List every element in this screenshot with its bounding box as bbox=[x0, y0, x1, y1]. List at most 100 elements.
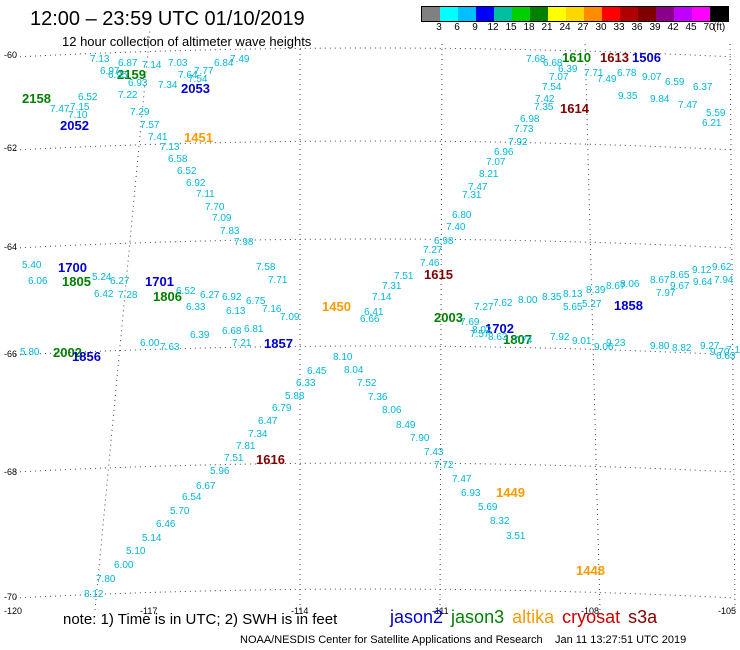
generated-timestamp: Jan 11 13:27:51 UTC 2019 bbox=[555, 634, 687, 646]
latitude-line bbox=[14, 588, 736, 599]
wave-height-value: 7.31 bbox=[382, 281, 402, 292]
scale-swatch bbox=[674, 7, 692, 21]
wave-height-value: 6.39 bbox=[190, 330, 210, 341]
track-time-label: 1857 bbox=[264, 336, 293, 351]
wave-height-value: 3.51 bbox=[506, 531, 526, 542]
wave-height-value: 7.03 bbox=[168, 58, 188, 69]
longitude-line bbox=[439, 39, 443, 611]
lon-label: -108 bbox=[581, 606, 599, 616]
lat-label: -66 bbox=[4, 349, 17, 359]
track-time-label: 1806 bbox=[153, 289, 182, 304]
wave-height-value: 7.71 bbox=[268, 275, 288, 286]
scale-label: 45 bbox=[685, 22, 697, 33]
wave-height-value: 6.00 bbox=[140, 338, 160, 349]
wave-height-value: 7.41 bbox=[148, 132, 168, 143]
wave-height-value: 7.07 bbox=[549, 72, 569, 83]
scale-swatch bbox=[692, 7, 710, 21]
wave-height-value: 7.31 bbox=[462, 190, 482, 201]
lon-label: -114 bbox=[291, 606, 308, 616]
track-time-label: 1805 bbox=[62, 274, 91, 289]
wave-height-value: 5.10 bbox=[126, 546, 146, 557]
wave-height-value: 7.47 bbox=[452, 474, 472, 485]
wave-height-value: 8.65 bbox=[670, 270, 690, 281]
wave-height-value: 7.09 bbox=[212, 213, 232, 224]
legend-jason3: jason3 bbox=[451, 607, 505, 627]
longitude-line bbox=[94, 29, 151, 611]
wave-height-value: 7.21 bbox=[232, 338, 252, 349]
scale-swatch bbox=[710, 7, 728, 21]
wave-height-value: 7.28 bbox=[118, 290, 138, 301]
wave-height-value: 7.57 bbox=[470, 329, 490, 340]
wave-height-value: 7.15 bbox=[70, 102, 90, 113]
scale-label: 30 bbox=[595, 22, 607, 33]
wave-height-value: 7.14 bbox=[142, 60, 162, 71]
scale-swatch bbox=[440, 7, 458, 21]
scale-label: 21 bbox=[541, 22, 553, 33]
lon-label: -111 bbox=[432, 606, 449, 616]
wave-height-value: 6.96 bbox=[494, 147, 514, 158]
wave-height-value: 7.27 bbox=[474, 302, 494, 313]
wave-height-value: 6.33 bbox=[296, 378, 316, 389]
scale-swatch bbox=[458, 7, 476, 21]
wave-height-value: 5.88 bbox=[285, 391, 305, 402]
scale-unit: (ft) bbox=[713, 22, 726, 33]
wave-height-value: 7.13 bbox=[160, 142, 180, 153]
track-time-label: 1856 bbox=[72, 349, 101, 364]
legend-s3a: s3a bbox=[628, 607, 658, 627]
wave-height-value: 6.52 bbox=[177, 166, 197, 177]
wave-height-value: 5.40 bbox=[22, 260, 42, 271]
wave-height-value: 9.27 bbox=[700, 341, 720, 352]
scale-swatch bbox=[512, 7, 530, 21]
wave-height-value: 7.13 bbox=[90, 54, 110, 65]
wave-height-value: 5.70 bbox=[170, 506, 190, 517]
track-time-label: 2052 bbox=[60, 118, 89, 133]
wave-height-value: 7.47 bbox=[678, 100, 698, 111]
wave-height-value: 9.12 bbox=[692, 265, 712, 276]
wave-height-value: 7.29 bbox=[130, 107, 150, 118]
wave-height-value: 5.14 bbox=[142, 533, 162, 544]
footer-note: note: 1) Time is in UTC; 2) SWH is in fe… bbox=[63, 611, 338, 628]
track-time-label: 1448 bbox=[576, 563, 605, 578]
wave-height-value: 9.01 bbox=[572, 336, 592, 347]
wave-height-value: 9.62 bbox=[712, 262, 732, 273]
wave-height-value: 7.58 bbox=[256, 262, 276, 273]
wave-height-value: 6.93 bbox=[128, 78, 148, 89]
track-time-label: 2002 bbox=[53, 345, 82, 360]
wave-height-value: 7.77 bbox=[194, 66, 214, 77]
wave-height-value: 6.33 bbox=[186, 302, 206, 313]
wave-height-value: 8.39 bbox=[586, 285, 606, 296]
wave-height-value: 8.49 bbox=[396, 420, 416, 431]
wave-height-value: 9.23 bbox=[606, 338, 626, 349]
wave-height-value: 7.97 bbox=[656, 288, 676, 299]
wave-height-value: 6.52 bbox=[78, 92, 98, 103]
wave-height-value: 7.10 bbox=[68, 110, 88, 121]
scale-swatch bbox=[584, 7, 602, 21]
wave-height-value: 6.67 bbox=[196, 481, 216, 492]
track-time-label: 1450 bbox=[322, 299, 351, 314]
wave-height-scale bbox=[421, 6, 729, 22]
wave-height-value: 9.80 bbox=[650, 341, 670, 352]
scale-swatch bbox=[476, 7, 494, 21]
wave-height-value: 8.35 bbox=[542, 292, 562, 303]
scale-swatch bbox=[548, 7, 566, 21]
wave-height-value: 6.78 bbox=[617, 68, 637, 79]
wave-height-value: 9.35 bbox=[618, 91, 638, 102]
wave-height-value: 7.34 bbox=[248, 429, 268, 440]
wave-height-value: 5.80 bbox=[20, 347, 40, 358]
wave-height-value: 6.98 bbox=[520, 114, 540, 125]
wave-height-value: 7.43 bbox=[424, 447, 444, 458]
track-time-label: 1807 bbox=[503, 332, 532, 347]
wave-height-value: 7.72 bbox=[434, 460, 454, 471]
wave-height-value: 6.06 bbox=[28, 276, 48, 287]
scale-swatch bbox=[620, 7, 638, 21]
wave-height-value: 5.65 bbox=[563, 302, 583, 313]
wave-height-value: 7.27 bbox=[423, 245, 443, 256]
wave-height-value: 7.54 bbox=[542, 82, 562, 93]
wave-height-value: 7.83 bbox=[220, 226, 240, 237]
scale-swatch bbox=[566, 7, 584, 21]
longitude-line bbox=[584, 39, 601, 611]
wave-height-value: 5.96 bbox=[210, 466, 230, 477]
scale-swatch bbox=[638, 7, 656, 21]
wave-height-value: 6.68 bbox=[543, 58, 563, 69]
wave-height-value: 6.92 bbox=[186, 178, 206, 189]
